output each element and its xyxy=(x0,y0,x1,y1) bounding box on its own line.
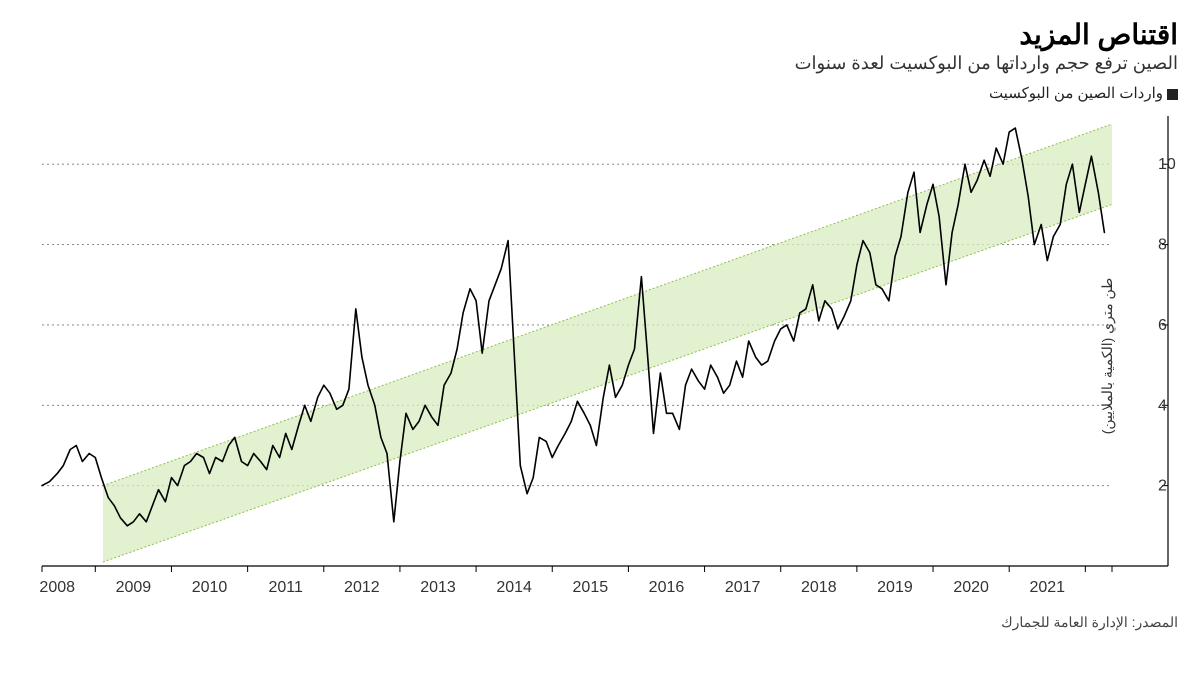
svg-text:2014: 2014 xyxy=(496,579,532,596)
legend-label: واردات الصين من البوكسيت xyxy=(989,85,1163,102)
y-axis-label: طن متري (الكمية بالملايين) xyxy=(1099,278,1116,435)
svg-text:2008: 2008 xyxy=(39,579,75,596)
legend: واردات الصين من البوكسيت xyxy=(22,84,1178,102)
svg-text:2019: 2019 xyxy=(877,579,913,596)
svg-text:2012: 2012 xyxy=(344,579,380,596)
svg-text:2010: 2010 xyxy=(192,579,228,596)
svg-text:4: 4 xyxy=(1158,397,1167,414)
legend-swatch xyxy=(1167,89,1178,100)
chart-subtitle: الصين ترفع حجم وارداتها من البوكسيت لعدة… xyxy=(22,53,1178,74)
svg-text:2011: 2011 xyxy=(268,579,303,596)
svg-text:8: 8 xyxy=(1158,237,1167,254)
svg-text:2016: 2016 xyxy=(649,579,685,596)
svg-text:2020: 2020 xyxy=(953,579,989,596)
svg-text:2021: 2021 xyxy=(1029,579,1065,596)
chart-title: اقتناص المزيد xyxy=(22,18,1178,51)
source-note: المصدر: الإدارة العامة للجمارك xyxy=(22,614,1178,631)
svg-text:2015: 2015 xyxy=(573,579,609,596)
svg-text:2018: 2018 xyxy=(801,579,837,596)
svg-text:2017: 2017 xyxy=(725,579,761,596)
svg-text:2013: 2013 xyxy=(420,579,456,596)
chart-container: 2 4 6 8 10 2008 2009 2010 2011 2012 2013 2014 2015 20… xyxy=(22,106,1178,606)
svg-text:2009: 2009 xyxy=(116,579,152,596)
svg-text:6: 6 xyxy=(1158,317,1167,334)
svg-text:2: 2 xyxy=(1158,478,1167,495)
line-chart: 2 4 6 8 10 2008 2009 2010 2011 2012 2013 2014 2015 20… xyxy=(22,106,1178,606)
svg-text:10: 10 xyxy=(1158,156,1176,173)
